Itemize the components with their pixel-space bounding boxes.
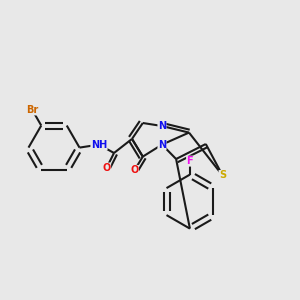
Text: NH: NH — [91, 140, 107, 150]
Text: N: N — [158, 121, 166, 131]
Text: N: N — [158, 140, 166, 150]
Text: O: O — [102, 163, 111, 173]
Text: S: S — [219, 170, 226, 181]
Text: F: F — [187, 156, 193, 166]
Text: O: O — [130, 165, 139, 176]
Text: Br: Br — [26, 105, 38, 115]
